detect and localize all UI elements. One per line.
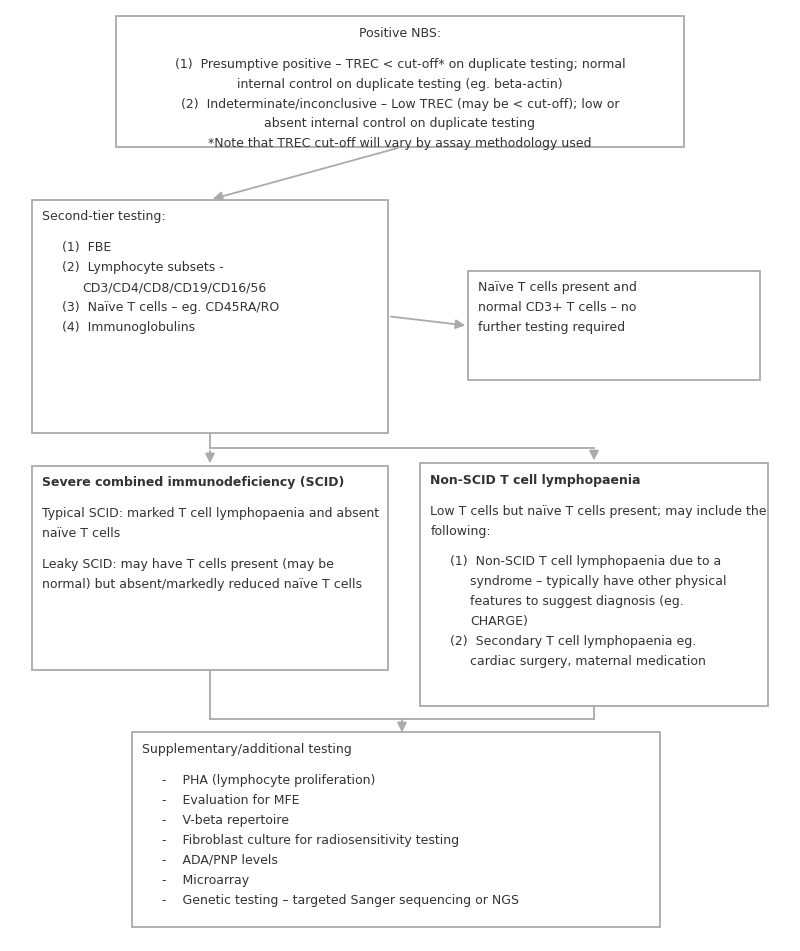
Text: Second-tier testing:: Second-tier testing: bbox=[42, 210, 166, 223]
Text: Low T cells but naïve T cells present; may include the: Low T cells but naïve T cells present; m… bbox=[430, 505, 767, 517]
Text: Naïve T cells present and: Naïve T cells present and bbox=[478, 281, 638, 295]
Text: internal control on duplicate testing (eg. beta-actin): internal control on duplicate testing (e… bbox=[237, 78, 563, 90]
FancyBboxPatch shape bbox=[32, 466, 388, 670]
FancyBboxPatch shape bbox=[132, 732, 660, 927]
Text: -    Evaluation for MFE: - Evaluation for MFE bbox=[162, 794, 300, 806]
Text: naïve T cells: naïve T cells bbox=[42, 528, 121, 540]
FancyBboxPatch shape bbox=[420, 463, 768, 706]
Text: (1)  Presumptive positive – TREC < cut-off* on duplicate testing; normal: (1) Presumptive positive – TREC < cut-of… bbox=[174, 58, 626, 70]
Text: Positive NBS:: Positive NBS: bbox=[359, 27, 441, 40]
Text: -    Fibroblast culture for radiosensitivity testing: - Fibroblast culture for radiosensitivit… bbox=[162, 834, 459, 846]
Text: Supplementary/additional testing: Supplementary/additional testing bbox=[142, 743, 352, 756]
Text: further testing required: further testing required bbox=[478, 321, 626, 335]
Text: -    Genetic testing – targeted Sanger sequencing or NGS: - Genetic testing – targeted Sanger sequ… bbox=[162, 894, 519, 906]
FancyBboxPatch shape bbox=[468, 271, 760, 380]
Text: Severe combined immunodeficiency (SCID): Severe combined immunodeficiency (SCID) bbox=[42, 476, 345, 490]
Text: -    PHA (lymphocyte proliferation): - PHA (lymphocyte proliferation) bbox=[162, 774, 376, 786]
FancyBboxPatch shape bbox=[32, 200, 388, 433]
Text: syndrome – typically have other physical: syndrome – typically have other physical bbox=[470, 575, 727, 589]
Text: Typical SCID: marked T cell lymphopaenia and absent: Typical SCID: marked T cell lymphopaenia… bbox=[42, 508, 379, 520]
Text: Leaky SCID: may have T cells present (may be: Leaky SCID: may have T cells present (ma… bbox=[42, 558, 334, 572]
Text: absent internal control on duplicate testing: absent internal control on duplicate tes… bbox=[265, 118, 535, 130]
Text: normal) but absent/markedly reduced naïve T cells: normal) but absent/markedly reduced naïv… bbox=[42, 578, 362, 592]
Text: -    Microarray: - Microarray bbox=[162, 874, 250, 886]
FancyBboxPatch shape bbox=[116, 16, 684, 147]
Text: (4)  Immunoglobulins: (4) Immunoglobulins bbox=[62, 321, 195, 334]
Text: normal CD3+ T cells – no: normal CD3+ T cells – no bbox=[478, 301, 637, 315]
Text: *Note that TREC cut-off will vary by assay methodology used: *Note that TREC cut-off will vary by ass… bbox=[208, 138, 592, 150]
Text: CD3/CD4/CD8/CD19/CD16/56: CD3/CD4/CD8/CD19/CD16/56 bbox=[82, 281, 266, 294]
Text: (1)  FBE: (1) FBE bbox=[62, 242, 112, 254]
Text: Non-SCID T cell lymphopaenia: Non-SCID T cell lymphopaenia bbox=[430, 474, 641, 487]
Text: -    ADA/PNP levels: - ADA/PNP levels bbox=[162, 854, 278, 866]
Text: cardiac surgery, maternal medication: cardiac surgery, maternal medication bbox=[470, 655, 706, 669]
Text: features to suggest diagnosis (eg.: features to suggest diagnosis (eg. bbox=[470, 595, 684, 609]
Text: (1)  Non-SCID T cell lymphopaenia due to a: (1) Non-SCID T cell lymphopaenia due to … bbox=[450, 555, 722, 569]
Text: (2)  Indeterminate/inconclusive – Low TREC (may be < cut-off); low or: (2) Indeterminate/inconclusive – Low TRE… bbox=[181, 98, 619, 110]
Text: CHARGE): CHARGE) bbox=[470, 615, 528, 629]
Text: following:: following: bbox=[430, 525, 491, 537]
Text: -    V-beta repertoire: - V-beta repertoire bbox=[162, 814, 290, 826]
Text: (3)  Naïve T cells – eg. CD45RA/RO: (3) Naïve T cells – eg. CD45RA/RO bbox=[62, 301, 280, 314]
Text: (2)  Secondary T cell lymphopaenia eg.: (2) Secondary T cell lymphopaenia eg. bbox=[450, 635, 697, 649]
Text: (2)  Lymphocyte subsets -: (2) Lymphocyte subsets - bbox=[62, 262, 224, 274]
